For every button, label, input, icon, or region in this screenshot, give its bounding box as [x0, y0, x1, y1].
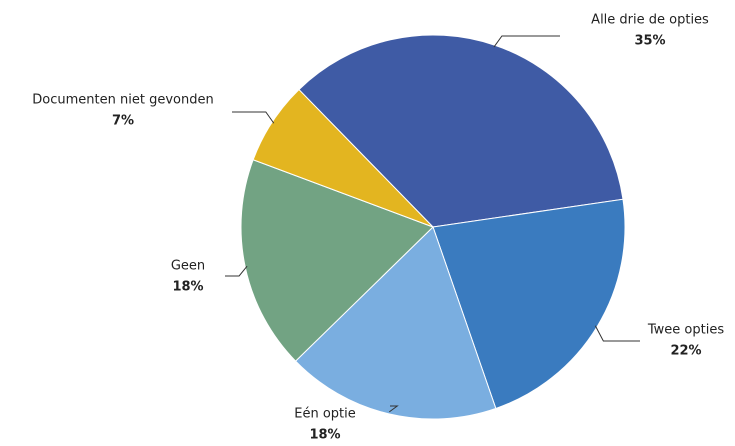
- slice-label: Geen: [171, 259, 205, 274]
- leader-line: [594, 325, 640, 342]
- pie-slice: [240, 159, 434, 362]
- slice-value: 7%: [112, 114, 134, 129]
- slice-label: Twee opties: [647, 323, 724, 338]
- leader-line: [493, 35, 560, 48]
- slice-value: 18%: [172, 280, 203, 295]
- leader-line: [225, 265, 248, 277]
- slice-value: 18%: [309, 428, 340, 443]
- leader-line: [388, 405, 399, 413]
- leader-line: [232, 111, 275, 124]
- slice-label: Alle drie de opties: [591, 13, 709, 28]
- slice-label: Documenten niet gevonden: [32, 93, 213, 108]
- pie-slice: [252, 88, 434, 228]
- slice-value: 35%: [634, 34, 665, 49]
- pie-slice: [432, 198, 626, 410]
- pie-slice: [294, 226, 497, 420]
- slice-value: 22%: [670, 344, 701, 359]
- slice-label: Eén optie: [294, 407, 356, 422]
- pie-slice: [298, 34, 624, 228]
